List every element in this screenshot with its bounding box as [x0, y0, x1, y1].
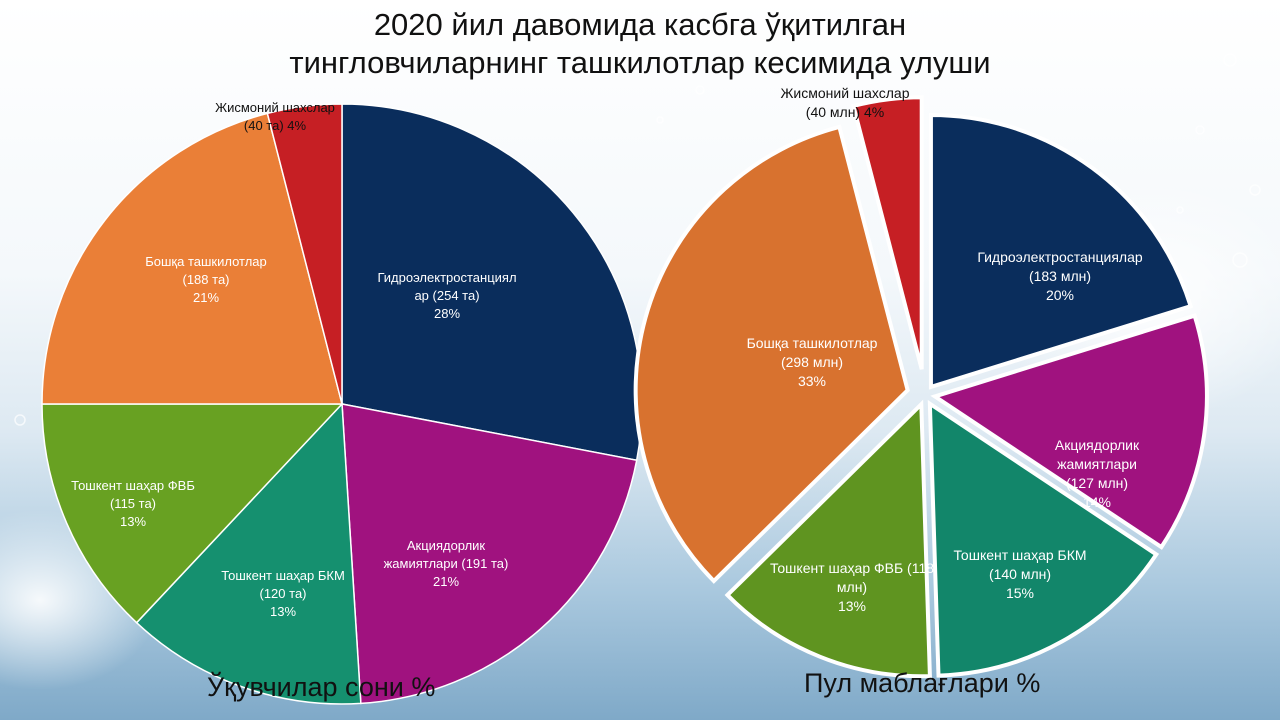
pie2-slice-0-label: Гидроэлектростанциялар (183 млн) 20%: [977, 249, 1143, 303]
pie2-slice-0: [928, 112, 1194, 390]
pie2-slice-2-label-line-1: (140 млн): [989, 566, 1051, 582]
left-chart-title: Ўқувчилар сони %: [207, 672, 436, 702]
pie1-slice-4-label: Бошқа ташкилотлар (188 та) 21%: [145, 254, 267, 305]
pie2-slice-4-label-line-0: Бошқа ташкилотлар: [747, 335, 878, 351]
pie1-slice-5-label-line-0: Жисмоний шахслар: [215, 100, 335, 115]
pie1-slice-0-label-line-0: Гидроэлектростанциял: [377, 270, 516, 285]
pie2-slice-4-label: Бошқа ташкилотлар (298 млн) 33%: [747, 335, 878, 389]
pie2-slice-1-label-line-3: 14%: [1083, 494, 1111, 510]
pie1-slice-1-label-line-2: 21%: [433, 574, 459, 589]
pie1-slice-4-label-line-0: Бошқа ташкилотлар: [145, 254, 267, 269]
pie1-slice-2: [135, 402, 362, 705]
pie1-slice-5-label: Жисмоний шахслар (40 та) 4%: [215, 100, 335, 133]
pie1-slice-1: [341, 403, 638, 705]
pie2-slice-0-label-line-0: Гидроэлектростанциялар: [977, 249, 1143, 265]
pie1-slice-1-label: Акциядорлик жамиятлари (191 та) 21%: [384, 538, 509, 589]
pie1-slice-1-label-line-0: Акциядорлик: [407, 538, 486, 553]
pie2-slice-5-label-line-1: (40 млн) 4%: [806, 104, 884, 120]
pie2-slice-5-label: Жисмоний шахслар (40 млн) 4%: [780, 85, 909, 120]
title-line-2: тингловчиларнинг ташкилотлар кесимида ул…: [289, 45, 991, 80]
pie2-slice-3-label-line-1: млн): [837, 579, 867, 595]
pie1-slice-3: [41, 403, 344, 624]
pie1-slice-2-label-line-1: (120 та): [260, 586, 307, 601]
pie1-slice-1-label-line-1: жамиятлари (191 та): [384, 556, 509, 571]
pie1-slice-2-label-line-2: 13%: [270, 604, 296, 619]
pie1-slice-4-label-line-1: (188 та): [183, 272, 230, 287]
pie1-slice-4-label-line-2: 21%: [193, 290, 219, 305]
pie2-slice-4: [633, 124, 910, 584]
pie2-slice-3-label-line-0: Тошкент шаҳар ФВБ (118: [770, 560, 934, 576]
pie1-slice-4: [41, 112, 343, 405]
pie2-slice-2-label-line-0: Тошкент шаҳар БКМ: [953, 547, 1086, 563]
pie1-slice-2-label: Тошкент шаҳар БКМ (120 та) 13%: [221, 568, 345, 619]
pie1-slice-3-label-line-1: (115 та): [110, 496, 156, 511]
pie1-slice-0-label: Гидроэлектростанциял ар (254 та) 28%: [377, 270, 516, 321]
pie2-slice-4-label-line-2: 33%: [798, 373, 826, 389]
pie1-slice-0-label-line-1: ар (254 та): [414, 288, 479, 303]
pie2-slice-1-label: Акциядорлик жамиятлари (127 млн) 14%: [1055, 437, 1140, 510]
pie1-slice-5-label-line-1: (40 та) 4%: [244, 118, 307, 133]
pie2-slice-5: [850, 95, 924, 370]
pie2-slice-0-label-line-1: (183 млн): [1029, 268, 1091, 284]
pie2-slice-5-label-line-0: Жисмоний шахслар: [780, 85, 909, 101]
pie2-slice-2-label: Тошкент шаҳар БКМ (140 млн) 15%: [953, 547, 1086, 601]
pie1-slice-2-label-line-0: Тошкент шаҳар БКМ: [221, 568, 345, 583]
title-line-1: 2020 йил давомида касбга ўқитилган: [373, 7, 907, 42]
pie1-slice-5: [266, 103, 343, 405]
pie1-slice-3-label-line-2: 13%: [120, 514, 146, 529]
pie1-slice-0-label-line-2: 28%: [434, 306, 460, 321]
pie2-slice-2-label-line-2: 15%: [1006, 585, 1034, 601]
pie1-slice-3-label: Тошкент шаҳар ФВБ (115 та) 13%: [71, 478, 195, 529]
pie2-slice-1-label-line-2: (127 млн): [1066, 475, 1128, 491]
pie2-slice-3-label: Тошкент шаҳар ФВБ (118 млн) 13%: [770, 560, 934, 614]
right-chart-title: Пул маблағлари %: [804, 668, 1041, 698]
pie2-slice-1-label-line-0: Акциядорлик: [1055, 437, 1140, 453]
pie2-slice-0-label-line-2: 20%: [1046, 287, 1074, 303]
pie2-slice-1: [930, 313, 1209, 550]
page-title: 2020 йил давомида касбга ўқитилган тингл…: [200, 6, 1080, 82]
pie2-slice-3: [724, 399, 932, 679]
pie1-slice-3-label-line-0: Тошкент шаҳар ФВБ: [71, 478, 195, 493]
pie2-slice-2: [927, 399, 1160, 678]
pie2-slice-4-label-line-1: (298 млн): [781, 354, 843, 370]
pie2-slice-1-label-line-1: жамиятлари: [1057, 456, 1137, 472]
pie2-slice-3-label-line-2: 13%: [838, 598, 866, 614]
